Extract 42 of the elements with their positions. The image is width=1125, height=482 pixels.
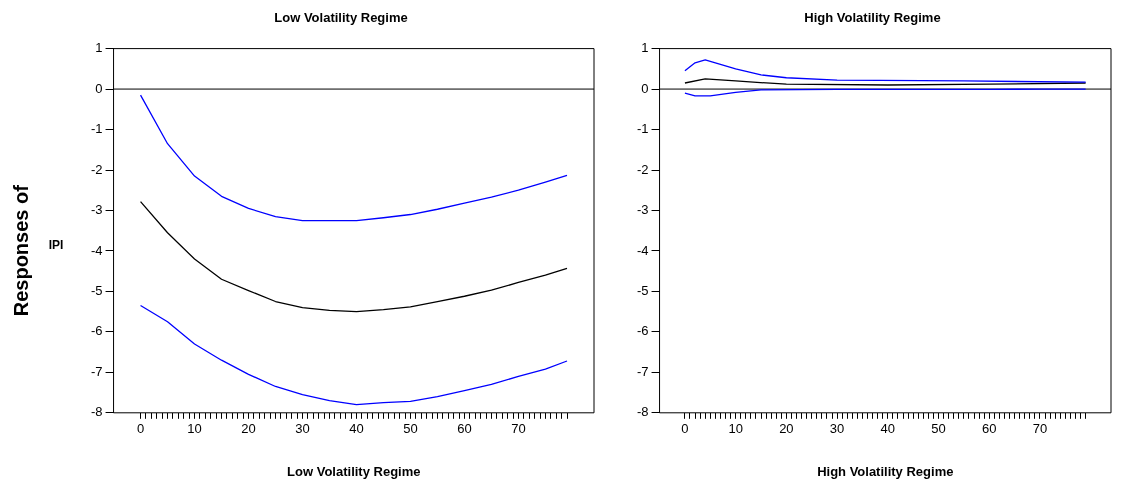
- x-tick-label: 50: [403, 421, 418, 437]
- x-tick-label: 70: [1032, 421, 1048, 437]
- x-tick-label: 40: [349, 421, 364, 437]
- chart-title: Low Volatility Regime: [274, 10, 408, 26]
- x-tick-label: 0: [136, 421, 145, 437]
- x-tick-label: 30: [829, 421, 845, 437]
- text: Responses of: [9, 184, 32, 317]
- y-tick-label: -6: [91, 323, 103, 339]
- x-tick-label: 60: [457, 421, 472, 437]
- y-tick-label: 0: [641, 80, 649, 96]
- y-axis-title: IPI: [48, 238, 64, 253]
- x-tick-label: 40: [880, 421, 896, 437]
- y-tick-label: -7: [91, 363, 103, 379]
- y-tick-label: -7: [637, 363, 649, 379]
- x-tick-label: 10: [187, 421, 202, 437]
- x-tick-label: 60: [982, 421, 997, 437]
- y-tick-label: -8: [91, 404, 103, 420]
- x-tick-label: 10: [728, 421, 743, 437]
- x-axis-title: High Volatility Regime: [817, 463, 954, 479]
- x-axis-title: Low Volatility Regime: [287, 463, 421, 479]
- x-tick-label: 20: [241, 421, 256, 437]
- x-tick-label: 30: [295, 421, 310, 437]
- y-tick-label: -6: [637, 323, 649, 339]
- x-tick-label: 20: [779, 421, 794, 437]
- y-tick-label: -2: [91, 161, 103, 177]
- y-tick-label: 0: [95, 80, 103, 96]
- y-tick-label: -4: [637, 242, 649, 258]
- y-tick-label: -5: [637, 282, 649, 298]
- y-tick-label: 1: [95, 40, 103, 56]
- x-tick-label: 50: [931, 421, 946, 437]
- chart-title: High Volatility Regime: [804, 10, 941, 26]
- y-tick-label: -4: [91, 242, 103, 258]
- y-tick-label: -8: [637, 404, 649, 420]
- y-tick-label: -3: [91, 202, 103, 218]
- y-tick-label: -2: [637, 161, 649, 177]
- y-tick-label: -5: [91, 282, 103, 298]
- x-tick-label: 70: [511, 421, 526, 437]
- y-tick-label: -1: [637, 121, 649, 137]
- x-tick-label: 0: [681, 421, 689, 437]
- y-tick-label: -1: [91, 121, 103, 137]
- y-tick-label: -3: [637, 202, 649, 218]
- y-tick-label: 1: [641, 40, 649, 56]
